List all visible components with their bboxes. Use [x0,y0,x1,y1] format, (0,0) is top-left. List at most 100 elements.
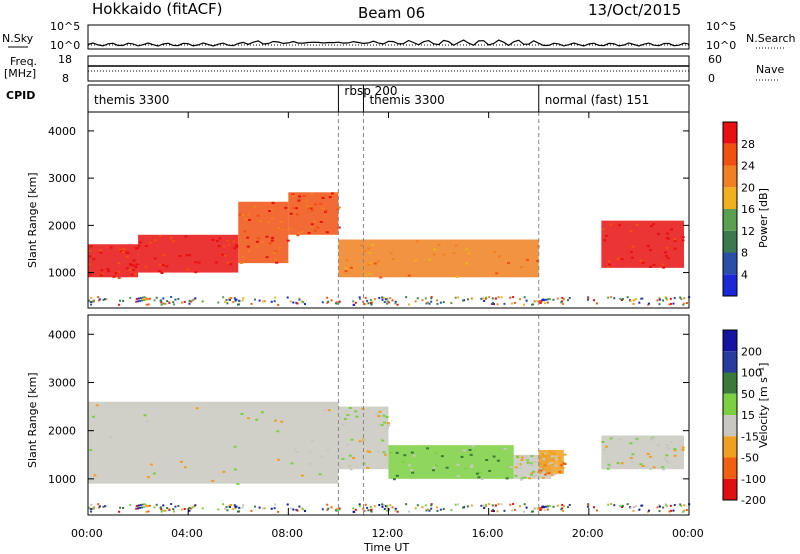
scatter-cell [534,507,537,510]
scatter-cell [405,503,408,506]
echo-cell [646,452,650,455]
colorbar-tick-label: -200 [741,494,766,507]
scatter-cell [485,296,488,299]
echo-cell [452,252,456,255]
echo-cell [197,261,201,264]
scatter-cell [682,302,685,305]
echo-cell [470,465,474,468]
scatter-cell [610,296,613,299]
echo-cell [456,475,460,478]
scatter-cell [385,509,388,512]
echo-cell [274,250,278,253]
echo-cell [214,261,218,264]
scatter-cell [289,507,292,510]
scatter-cell [190,507,193,510]
scatter-cell [586,298,589,301]
echo-region [601,435,684,470]
echo-cell [324,210,328,213]
beam-title: Beam 06 [358,4,425,22]
scatter-cell [378,503,381,506]
scatter-cell [292,508,295,511]
scatter-cell [450,509,453,512]
scatter-cell [454,503,457,506]
echo-cell [267,210,271,213]
colorbar-tick-label: -15 [741,430,759,443]
scatter-cell [629,300,632,303]
echo-cell [437,243,441,246]
colorbar-tick-label: 8 [741,247,748,260]
echo-cell [554,458,558,461]
scatter-cell [289,300,292,303]
scatter-cell [364,510,367,513]
echo-cell [274,419,278,422]
scatter-cell [466,505,469,508]
echo-cell [179,460,183,463]
scatter-cell [370,508,373,511]
scatter-cell [552,505,555,508]
scatter-cell [98,298,101,301]
echo-cell [93,474,97,477]
echo-cell [665,236,669,239]
echo-cell [325,231,329,234]
echo-cell [371,243,375,246]
scatter-cell [537,300,540,303]
echo-cell [375,413,379,416]
echo-cell [646,245,650,248]
scatter-cell [242,297,245,300]
echo-cell [526,459,530,462]
echo-cell [549,462,553,465]
scatter-cell [658,510,661,513]
scatter-cell [523,303,526,306]
echo-cell [378,423,382,426]
scatter-cell [381,296,384,299]
echo-cell [532,475,536,478]
scatter-cell [562,505,565,508]
scatter-cell [358,503,361,506]
echo-cell [541,453,545,456]
echo-cell [186,268,190,271]
velocity-colorbar: 200 100 50 15 -15 -50 -100 -200 [722,329,766,507]
echo-cell [492,455,496,458]
echo-cell [652,263,656,266]
echo-cell [496,459,500,462]
scatter-cell [509,296,512,299]
scatter-cell [366,506,369,509]
scatter-cell [174,298,177,301]
scatter-cell [135,507,138,510]
power-colorbar: 4 8 12 16 20 24 28 [722,121,755,297]
scatter-cell [98,506,101,509]
scatter-cell [235,298,238,301]
echo-cell [321,196,325,199]
echo-cell [607,260,611,263]
scatter-cell [326,301,329,304]
scatter-cell [662,299,665,302]
echo-cell [333,192,337,195]
echo-cell [410,469,414,472]
echo-cell [542,465,546,468]
echo-cell [92,258,96,261]
scatter-cell [298,298,301,301]
echo-cell [278,246,282,249]
echo-cell [255,240,259,243]
scatter-cell [442,301,445,304]
y-tick-label: 2000 [48,425,76,438]
echo-cell [389,252,393,255]
echo-cell [550,455,554,458]
echo-cell [121,251,125,254]
scatter-cell [680,504,683,507]
echo-cell [528,477,532,480]
echo-cell [297,199,301,202]
echo-cell [149,241,153,244]
scatter-cell [587,504,590,507]
echo-cell [505,477,509,480]
echo-cell [289,212,293,215]
echo-region [88,401,339,484]
colorbar-tick-label: 4 [741,268,748,281]
scatter-cell [483,299,486,302]
echo-cell [391,257,395,260]
scatter-cell [273,300,276,303]
echo-cell [132,259,136,262]
colorbar-tick-label: 12 [741,225,755,238]
scatter-cell [421,299,424,302]
scatter-cell [160,301,163,304]
